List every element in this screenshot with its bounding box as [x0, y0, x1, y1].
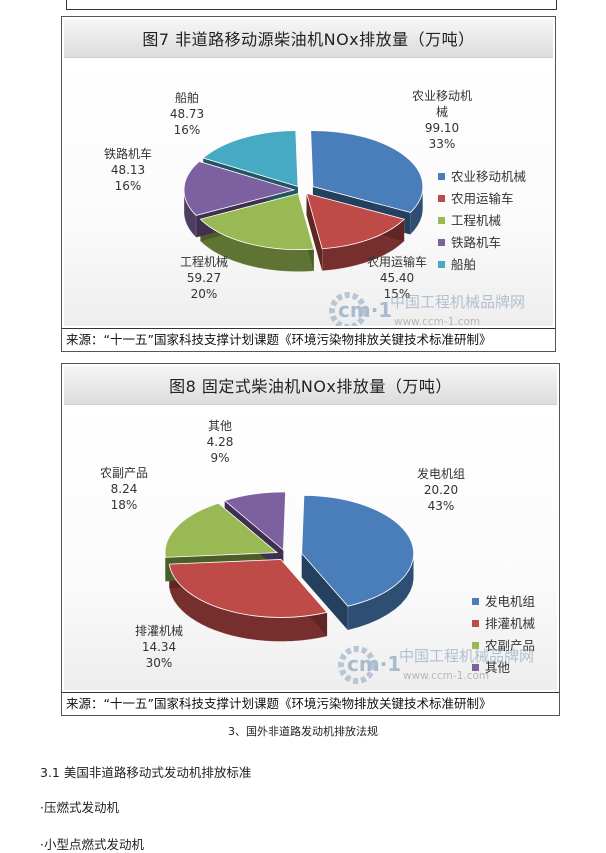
previous-figure-frame — [66, 0, 557, 10]
data-label: 99.10 — [425, 121, 459, 135]
data-label: 59.27 — [187, 271, 221, 285]
figure-8-title: 图8 固定式柴油机NOx排放量（万吨） — [64, 366, 557, 405]
section-heading: 3.1 美国非道路移动式发动机排放标准 — [40, 762, 251, 781]
legend-label: 工程机械 — [451, 213, 502, 228]
data-label: 船舶 — [175, 90, 199, 105]
legend-label: 农业移动机械 — [451, 169, 527, 184]
bullet-item: ·小型点燃式发动机 — [40, 834, 144, 853]
data-label: 30% — [146, 656, 173, 670]
figure-8: 图8 固定式柴油机NOx排放量（万吨） 发电机组 20.20 43% 排灌机械 14.3… — [61, 363, 560, 716]
data-label: 农副产品 — [100, 466, 148, 480]
data-label: 农用运输车 — [367, 254, 427, 269]
legend-swatch — [438, 217, 445, 224]
data-label: 16% — [174, 123, 201, 137]
section-caption: 3、国外非道路发动机排放法规 — [0, 723, 606, 739]
watermark-mark: cm·1 — [347, 652, 401, 676]
data-label: 农业移动机 — [412, 89, 472, 103]
watermark-mark: cm·1 — [338, 298, 392, 322]
figure-7-pie-chart: 农业移动机械99.1033%农用运输车45.4015%工程机械59.2720%铁… — [64, 58, 553, 326]
watermark-text: 中国工程机械品牌网 — [390, 293, 525, 311]
legend-swatch — [472, 598, 479, 605]
data-label: 9% — [210, 451, 229, 465]
data-label: 43% — [428, 499, 455, 513]
bullet-item: ·压燃式发动机 — [40, 797, 119, 816]
data-label: 48.13 — [111, 163, 145, 177]
data-label: 20.20 — [424, 483, 458, 497]
data-label: 工程机械 — [180, 254, 228, 269]
figure-8-source: 来源：“十一五”国家科技支撑计划课题《环境污染物排放关键技术标准研制》 — [62, 692, 559, 715]
legend-swatch — [438, 239, 445, 246]
figure-7: 图7 非道路移动源柴油机NOx排放量（万吨） 农业移动机械 99.10 33% 农用运… — [61, 16, 556, 352]
data-label: 33% — [429, 137, 456, 151]
data-label: 铁路机车 — [104, 146, 152, 161]
legend-label: 船舶 — [451, 257, 476, 272]
legend-label: 铁路机车 — [451, 235, 501, 250]
watermark-url: www.ccm-1.com — [394, 316, 480, 326]
legend-swatch — [472, 620, 479, 627]
data-label: 发电机组 — [417, 466, 465, 481]
data-label: 45.40 — [380, 271, 414, 285]
data-label: 14.34 — [142, 640, 176, 654]
data-label: 排灌机械 — [135, 623, 183, 638]
data-label: 械 — [436, 104, 448, 119]
legend-label: 发电机组 — [485, 594, 535, 609]
data-label: 8.24 — [111, 482, 138, 496]
data-label: 20% — [191, 287, 218, 301]
watermark-text: 中国工程机械品牌网 — [399, 647, 534, 665]
legend-swatch — [438, 261, 445, 268]
data-label: 4.28 — [207, 435, 234, 449]
legend-label: 农用运输车 — [451, 191, 514, 206]
legend-swatch — [438, 195, 445, 202]
data-label: 16% — [115, 179, 142, 193]
figure-8-pie-chart: 发电机组 20.20 43% 排灌机械 14.34 30% 农副产品 8.24 18% 其他 4.2… — [64, 405, 557, 690]
data-label: 18% — [111, 498, 138, 512]
legend-label: 排灌机械 — [485, 616, 536, 631]
data-label: 48.73 — [170, 107, 204, 121]
legend-swatch — [438, 173, 445, 180]
figure-7-title: 图7 非道路移动源柴油机NOx排放量（万吨） — [64, 19, 553, 58]
figure-7-source: 来源：“十一五”国家科技支撑计划课题《环境污染物排放关键技术标准研制》 — [62, 328, 555, 351]
watermark-url: www.ccm-1.com — [403, 670, 489, 682]
data-label: 其他 — [208, 419, 232, 433]
